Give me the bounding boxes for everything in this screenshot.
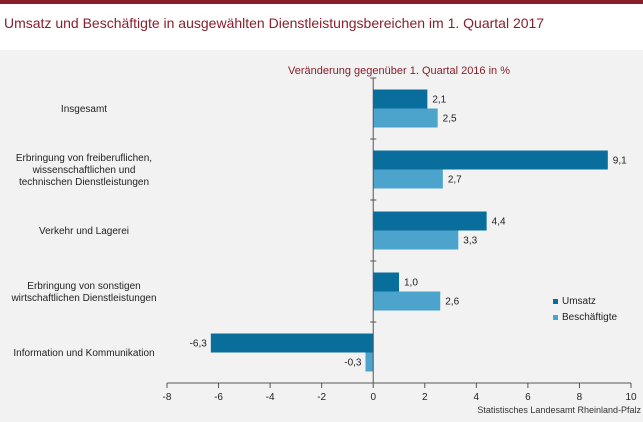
data-label: 3,3 [463, 236, 477, 247]
category-label: Verkehr und Lagerei [39, 226, 129, 237]
bar-beschaeftigte-3 [373, 291, 441, 311]
data-label: -6,3 [190, 339, 208, 350]
data-label: 4,4 [492, 217, 506, 228]
chart-panel: Veränderung gegenüber 1. Quartal 2016 in… [0, 50, 643, 422]
x-tick-label: -8 [163, 392, 172, 403]
data-label: 1,0 [404, 278, 418, 289]
x-tick-label: 2 [422, 392, 428, 403]
bar-beschaeftigte-0 [373, 108, 438, 128]
legend-label: Beschäftigte [562, 312, 617, 323]
bar-umsatz-1 [373, 150, 608, 170]
category-label: wirtschaftlichen Dienstleistungen [10, 293, 156, 304]
page-title: Umsatz und Beschäftigte in ausgewählten … [4, 15, 545, 31]
category-label: Insgesamt [61, 104, 107, 115]
x-tick-label: -6 [214, 392, 223, 403]
data-label: 2,7 [448, 175, 462, 186]
bar-chart: Veränderung gegenüber 1. Quartal 2016 in… [10, 65, 637, 403]
top-accent-bar [0, 0, 643, 4]
data-label: 2,6 [445, 297, 459, 308]
x-tick-label: -2 [317, 392, 326, 403]
x-tick-label: 10 [625, 392, 637, 403]
legend-label: Umsatz [562, 296, 596, 307]
source-note: Statistisches Landesamt Rheinland-Pfalz [477, 405, 641, 415]
bar-beschaeftigte-2 [373, 230, 459, 250]
x-tick-label: -4 [266, 392, 275, 403]
data-label: 2,5 [443, 114, 457, 125]
bar-umsatz-2 [373, 211, 487, 231]
category-label: technischen Dienstleistungen [19, 177, 149, 188]
bar-beschaeftigte-4 [365, 352, 374, 372]
x-tick-label: 4 [474, 392, 480, 403]
data-label: 2,1 [432, 95, 446, 106]
legend-swatch [553, 315, 558, 320]
category-label: Information und Kommunikation [13, 348, 154, 359]
x-tick-label: 6 [525, 392, 531, 403]
data-label: 9,1 [613, 156, 627, 167]
category-label: Erbringung von sonstigen [27, 281, 140, 292]
chart-subtitle: Veränderung gegenüber 1. Quartal 2016 in… [288, 65, 510, 77]
bar-beschaeftigte-1 [373, 169, 443, 189]
x-tick-label: 8 [577, 392, 583, 403]
bar-umsatz-0 [373, 89, 428, 109]
category-label: Erbringung von freiberuflichen, [16, 153, 152, 164]
x-tick-label: 0 [370, 392, 376, 403]
legend-swatch [553, 299, 558, 304]
bar-umsatz-3 [373, 272, 399, 292]
bar-umsatz-4 [210, 333, 374, 353]
category-label: wissenschaftlichen und [32, 165, 136, 176]
data-label: -0,3 [344, 358, 362, 369]
